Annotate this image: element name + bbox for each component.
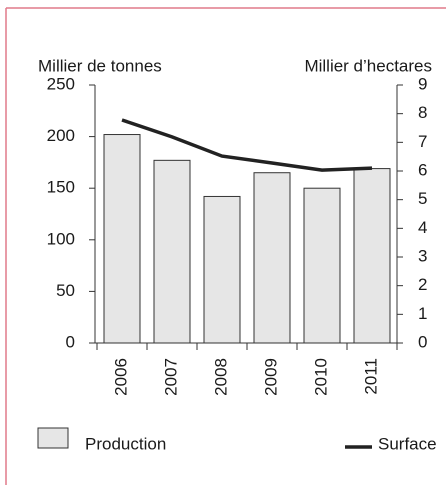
y-tick-label: 0 bbox=[66, 332, 75, 351]
y-tick-label: 150 bbox=[47, 178, 75, 197]
bar bbox=[353, 168, 391, 344]
y2-tick-label: 5 bbox=[418, 189, 427, 208]
legend-label: Production bbox=[85, 434, 166, 453]
bar bbox=[253, 172, 291, 344]
x-tick-label: 2009 bbox=[261, 358, 280, 396]
y2-tick-label: 2 bbox=[418, 275, 427, 294]
y-tick-label: 100 bbox=[47, 229, 75, 248]
y2-tick-label: 4 bbox=[418, 218, 427, 237]
y2-axis-label: Millier d’hectares bbox=[304, 56, 432, 75]
y2-tick-label: 3 bbox=[418, 246, 427, 265]
x-tick-label: 2011 bbox=[361, 358, 380, 395]
y2-tick-label: 6 bbox=[418, 160, 427, 179]
bar bbox=[303, 187, 341, 344]
y-tick-label: 200 bbox=[47, 126, 75, 145]
y-tick-label: 250 bbox=[47, 74, 75, 93]
y2-tick-label: 9 bbox=[418, 74, 427, 93]
x-tick-label: 2008 bbox=[211, 358, 230, 396]
bar bbox=[153, 159, 191, 344]
y2-tick-label: 8 bbox=[418, 103, 427, 122]
y2-tick-label: 7 bbox=[418, 132, 427, 151]
bar bbox=[103, 134, 141, 344]
x-tick-label: 2006 bbox=[111, 358, 130, 396]
y2-tick-label: 1 bbox=[418, 304, 427, 323]
line bbox=[121, 118, 373, 172]
x-tick-label: 2007 bbox=[161, 358, 180, 396]
y2-tick-label: 0 bbox=[418, 332, 427, 351]
y-tick-label: 50 bbox=[56, 281, 75, 300]
x-tick-label: 2010 bbox=[311, 358, 330, 396]
legend-label: Surface bbox=[378, 434, 437, 453]
legend-swatch bbox=[37, 427, 69, 449]
bar bbox=[203, 195, 241, 344]
y-axis-label: Millier de tonnes bbox=[38, 56, 162, 75]
